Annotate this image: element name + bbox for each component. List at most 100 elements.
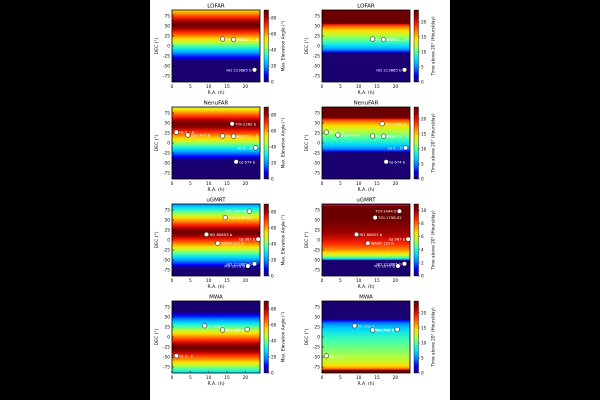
x-axis-label: R.A. (h) <box>358 90 375 96</box>
target-label: HD 221... b <box>387 37 409 42</box>
target-label: Tau Boo b <box>375 328 395 333</box>
x-tick-label: 20 <box>393 278 399 284</box>
x-tick-label: 15 <box>224 375 230 381</box>
colorbar-tick-label: 10 <box>421 208 427 213</box>
y-tick-label: 50 <box>315 121 321 127</box>
target-marker <box>245 263 251 269</box>
colorbar-tick-label: 15 <box>421 132 427 137</box>
x-tick-label: 10 <box>206 84 212 90</box>
colorbar-tick-label: 0 <box>421 371 424 376</box>
plot-title: LOFAR <box>207 4 225 10</box>
x-tick-label: 15 <box>224 84 230 90</box>
colorbar-tick-label: 20 <box>271 64 277 69</box>
y-tick-label: 0 <box>167 238 170 244</box>
target-label: HD 213... b <box>387 134 409 139</box>
x-tick-label: 5 <box>339 375 342 381</box>
x-tick-label: 20 <box>393 84 399 90</box>
target-marker <box>173 129 179 135</box>
y-axis-label: DEC (°) <box>304 37 310 54</box>
target-marker <box>379 121 385 127</box>
colorbar <box>263 203 269 277</box>
target-marker <box>255 236 261 242</box>
target-label: WASP-121 b <box>221 241 245 246</box>
heatmap <box>322 301 410 373</box>
target-marker <box>229 121 235 127</box>
colorbar-tick-label: 10 <box>421 50 427 55</box>
x-tick-label: 15 <box>374 84 380 90</box>
y-tick-label: 25 <box>315 325 321 331</box>
y-tick-label: 50 <box>315 315 321 321</box>
target-label: Ups And b <box>225 327 245 332</box>
x-tick-label: 15 <box>224 278 230 284</box>
y-tick-label: 25 <box>165 228 171 234</box>
target-label: 55 Cnc e <box>208 323 225 328</box>
target-marker <box>394 326 400 332</box>
x-tick-label: 0 <box>321 375 324 381</box>
colorbar-tick-label: 40 <box>271 242 277 247</box>
target-marker <box>246 208 252 214</box>
x-tick-label: 5 <box>189 278 192 284</box>
x-tick-label: 5 <box>189 181 192 187</box>
target-marker <box>353 231 360 237</box>
y-tick-label: 50 <box>165 218 171 224</box>
target-marker <box>251 261 258 267</box>
heatmap <box>322 107 410 179</box>
x-axis-label: R.A. (h) <box>358 381 375 387</box>
colorbar-tick-label: 0 <box>421 177 424 182</box>
colorbar-tick-label: 60 <box>271 226 277 231</box>
target-label: GJ 3.. b <box>329 353 343 358</box>
y-tick-label: 75 <box>315 111 321 117</box>
y-tick-label: -25 <box>313 54 320 60</box>
colorbar-label: Time above 20° (Hours/day) <box>431 16 436 77</box>
target-label: TOI-2260 b <box>384 121 407 126</box>
target-label: Ups And b <box>191 133 211 138</box>
x-tick-label: 10 <box>356 84 362 90</box>
target-marker <box>335 132 341 138</box>
x-tick-label: 5 <box>339 278 342 284</box>
colorbar-tick-label: 80 <box>271 113 277 118</box>
colorbar-label: Max. Elevation Angle (°) <box>281 20 286 71</box>
x-tick-label: 20 <box>393 375 399 381</box>
colorbar-tick-label: 40 <box>271 339 277 344</box>
target-marker <box>401 261 408 267</box>
y-tick-label: -25 <box>163 248 170 254</box>
y-tick-label: -50 <box>313 355 320 361</box>
colorbar-tick-label: 5 <box>421 65 424 70</box>
y-tick-label: 75 <box>165 305 171 311</box>
colorbar-tick-label: 5 <box>421 356 424 361</box>
plot-title: uGMRT <box>356 198 376 204</box>
colorbar-tick-label: 0 <box>271 177 274 182</box>
colorbar-label: Time above 20° (Hours/day) <box>431 210 436 271</box>
x-tick-label: 5 <box>189 84 192 90</box>
target-marker <box>173 353 179 359</box>
colorbar-tick-label: 60 <box>271 129 277 134</box>
y-tick-label: -50 <box>163 258 170 264</box>
colorbar-tick-label: 20 <box>271 258 277 263</box>
target-label: GJ 367 b <box>239 237 256 242</box>
y-tick-label: -25 <box>313 248 320 254</box>
target-label: Ups And b <box>375 327 395 332</box>
colorbar-tick-label: 4 <box>421 247 424 252</box>
colorbar-tick-label: 40 <box>271 48 277 53</box>
x-tick-label: 15 <box>374 181 380 187</box>
target-label: GJ 3... b <box>179 130 195 135</box>
x-axis-label: R.A. (h) <box>208 381 225 387</box>
y-tick-label: 50 <box>315 218 321 224</box>
y-axis-label: DEC (°) <box>154 134 160 151</box>
colorbar-tick-label: 2 <box>421 260 424 265</box>
x-tick-label: 0 <box>321 84 324 90</box>
y-axis-label: DEC (°) <box>304 231 310 248</box>
target-label: GJ 3.. b <box>179 353 193 358</box>
plot-title: uGMRT <box>206 198 226 204</box>
target-marker <box>202 323 208 329</box>
target-marker <box>231 133 237 139</box>
y-tick-label: -25 <box>163 151 170 157</box>
target-label: TOI-1075 b <box>223 264 246 269</box>
plot-title: LOFAR <box>357 4 375 10</box>
colorbar <box>413 106 419 180</box>
colorbar-tick-label: 0 <box>421 274 424 279</box>
y-axis-label: DEC (°) <box>154 328 160 345</box>
